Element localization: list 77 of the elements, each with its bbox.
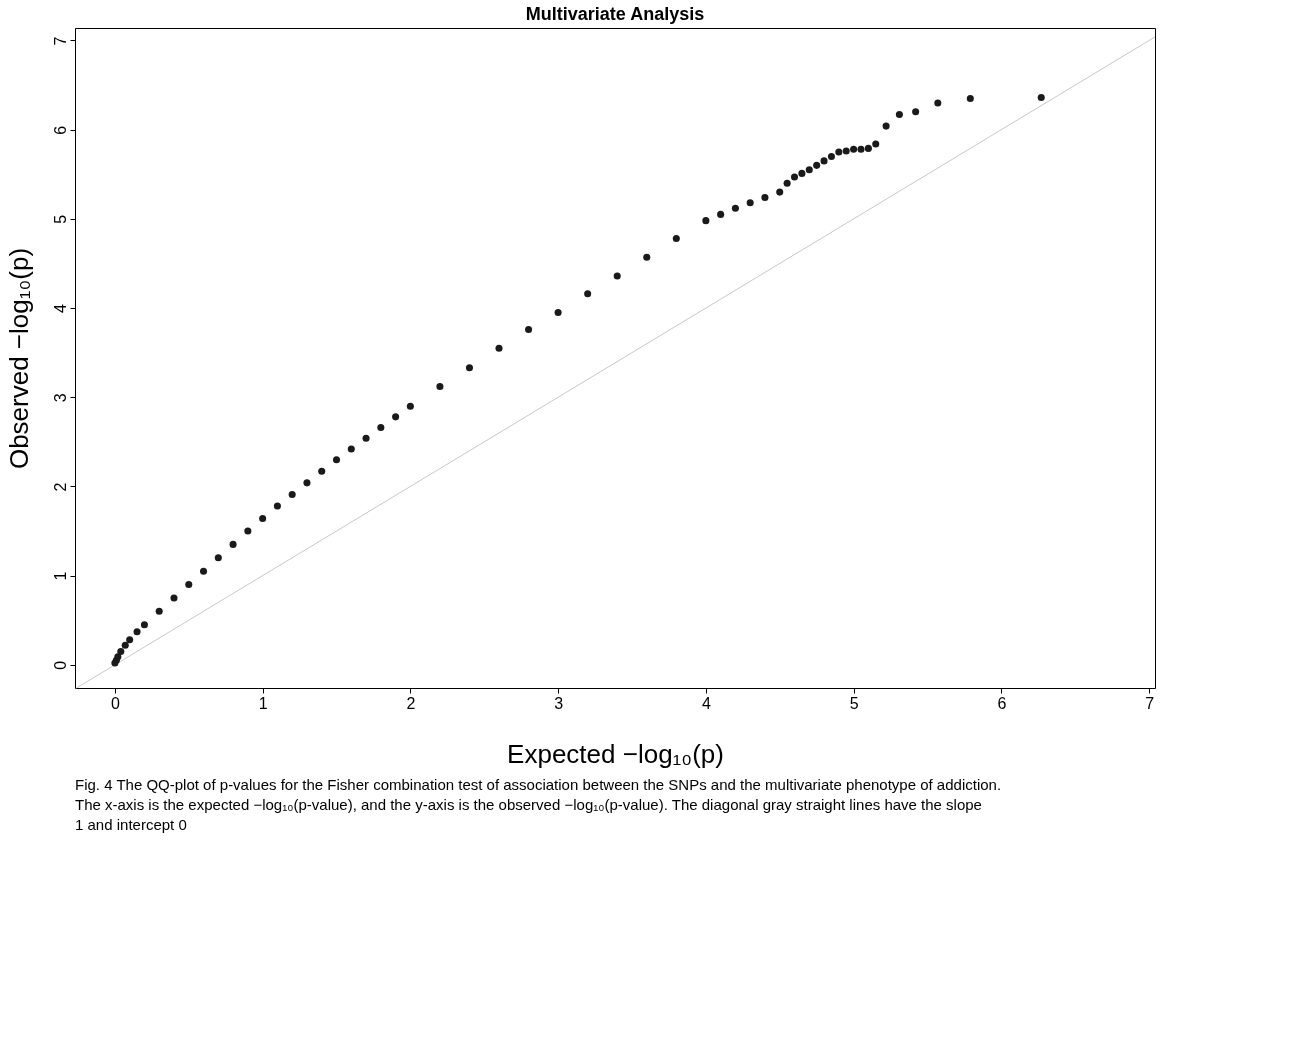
point: [584, 290, 592, 298]
point: [155, 607, 163, 615]
point: [813, 161, 821, 169]
y-tick-label: 0: [51, 660, 69, 670]
point: [117, 647, 125, 655]
point: [347, 445, 355, 453]
point: [731, 204, 739, 212]
x-axis-title: Expected −log₁₀(p): [507, 738, 724, 769]
x-tick-label: 1: [258, 694, 268, 712]
point: [318, 467, 326, 475]
point: [288, 490, 296, 498]
point: [882, 122, 890, 130]
point: [273, 502, 281, 510]
point: [820, 157, 828, 165]
y-tick-label: 3: [51, 393, 69, 403]
y-tick-label: 4: [51, 304, 69, 314]
point: [613, 272, 621, 280]
point: [934, 99, 942, 107]
point: [805, 166, 813, 174]
point: [966, 94, 974, 102]
point: [717, 210, 725, 218]
point: [303, 479, 311, 487]
point: [525, 325, 533, 333]
point: [761, 193, 769, 201]
point: [377, 424, 385, 432]
point: [783, 179, 791, 187]
point: [842, 147, 850, 155]
point: [465, 364, 474, 372]
point: [406, 402, 414, 410]
point: [672, 234, 680, 243]
point: [554, 308, 562, 317]
point: [332, 456, 341, 464]
point: [170, 594, 178, 602]
y-tick-label: 5: [51, 214, 69, 224]
y-tick-label: 6: [51, 125, 69, 135]
point: [259, 515, 267, 523]
point: [702, 217, 710, 225]
x-tick-label: 3: [554, 694, 564, 712]
point: [850, 145, 858, 153]
point: [244, 527, 252, 535]
point: [864, 144, 872, 152]
point: [895, 110, 903, 119]
point: [1037, 94, 1045, 102]
x-tick-label: 2: [406, 694, 416, 712]
point: [362, 434, 370, 442]
point: [776, 188, 784, 196]
x-tick-label: 0: [110, 694, 120, 712]
point: [140, 621, 148, 629]
point: [214, 554, 222, 562]
point: [436, 383, 444, 391]
point: [643, 253, 651, 261]
point: [126, 636, 134, 644]
x-tick-label: 7: [1145, 694, 1155, 712]
x-tick-label: 5: [849, 694, 859, 712]
point: [121, 641, 129, 649]
point: [827, 152, 835, 160]
y-axis-title: Observed −log₁₀(p): [3, 247, 34, 470]
point: [229, 540, 237, 548]
point: [200, 567, 208, 575]
x-tick-label: 6: [997, 694, 1007, 712]
caption: Fig. 4 The QQ-plot of p-values for the Fisher combination test of association between the SNPs and the multivariate phenotype of addiction. The x-axis is the expected −log₁₀(p-value), and the y-axis is the observed −log₁₀(p-value). The diagonal gray straight lines have the slope 1 and intercept 0: [75, 776, 1002, 833]
point: [133, 628, 141, 636]
point: [872, 140, 880, 148]
point: [912, 108, 920, 116]
chart-title: Multivariate Analysis: [525, 4, 705, 24]
point: [857, 145, 865, 153]
y-tick-label: 2: [51, 482, 69, 492]
point: [835, 148, 843, 156]
point: [392, 413, 400, 421]
point: [495, 344, 503, 352]
x-tick-label: 4: [701, 694, 711, 712]
point: [790, 173, 799, 181]
point: [185, 581, 193, 589]
y-tick-label: 7: [51, 36, 69, 46]
point: [798, 169, 806, 177]
point: [746, 199, 754, 207]
y-tick-label: 1: [51, 571, 69, 581]
